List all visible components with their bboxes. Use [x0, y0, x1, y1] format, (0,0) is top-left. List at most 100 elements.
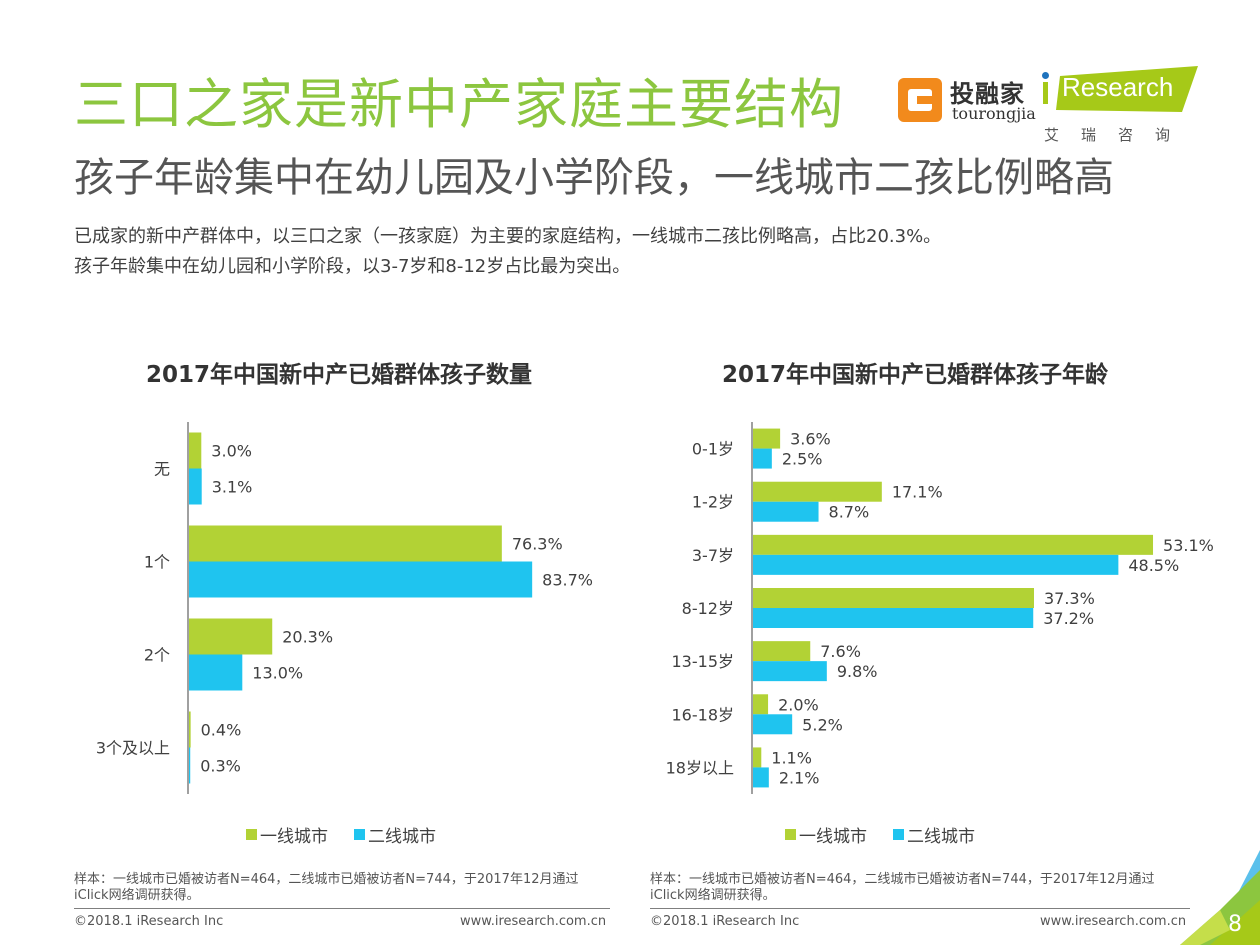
chart2-title: 2017年中国新中产已婚群体孩子年龄	[722, 362, 1109, 388]
sample-note-left: 样本：一线城市已婚被访者N=464，二线城市已婚被访者N=744，于2017年1…	[74, 872, 579, 904]
data-label: 0.3%	[200, 757, 241, 776]
legend-item-series1: 一线城市	[246, 822, 328, 847]
iresearch-logo-i-icon	[1043, 82, 1048, 104]
data-label: 20.3%	[282, 628, 333, 647]
bar-series2	[753, 661, 827, 682]
data-label: 48.5%	[1128, 556, 1179, 575]
bar-series1	[189, 711, 191, 748]
bar-series1	[753, 641, 811, 662]
data-label: 3.6%	[790, 430, 831, 449]
chart1-plot: 无 3.0% 3.1% 1个 76.3% 83.7% 2个 20.3% 13.0% 3个及以上 0.…	[96, 422, 593, 794]
bar-series1	[753, 694, 769, 715]
sample-note-right-line-2: iClick网络调研获得。	[650, 888, 776, 903]
legend-item-series2: 二线城市	[354, 822, 436, 847]
footer-divider-right	[650, 908, 1190, 909]
category-label: 2个	[144, 646, 170, 665]
copyright-right: ©2018.1 iResearch Inc	[650, 914, 800, 929]
bar-series1	[189, 432, 202, 469]
footer-divider-left	[74, 908, 610, 909]
bar-series1	[753, 534, 1154, 555]
description-line-2: 孩子年龄集中在幼儿园和小学阶段，以3-7岁和8-12岁占比最为突出。	[74, 256, 631, 277]
corner-decoration-icon	[1180, 850, 1260, 945]
legend-swatch-series1	[246, 829, 257, 840]
chart1-title: 2017年中国新中产已婚群体孩子数量	[146, 362, 533, 388]
data-label: 2.5%	[782, 450, 823, 469]
bar-series1	[189, 618, 273, 655]
sample-note-left-line-2: iClick网络调研获得。	[74, 888, 200, 903]
chart2-plot: 0-1岁 3.6%2.5% 1-2岁 17.1% 8.7% 3-7岁 53.1%48.5% 8…	[666, 422, 1214, 794]
bar-series2	[753, 554, 1119, 575]
page-title: 三口之家是新中产家庭主要结构	[74, 73, 844, 136]
data-label: 5.2%	[802, 715, 843, 734]
bar-series2	[753, 448, 772, 469]
legend-label-series1: 一线城市	[799, 827, 867, 847]
category-label: 1个	[144, 553, 170, 572]
data-label: 9.8%	[837, 662, 878, 681]
data-label: 2.1%	[779, 768, 820, 787]
bar-series1	[753, 588, 1034, 608]
bar-series1	[189, 525, 502, 562]
legend-swatch-series2	[354, 829, 365, 840]
data-label: 37.3%	[1044, 589, 1095, 608]
legend-item-series1: 一线城市	[785, 822, 867, 847]
sample-note-left-line-1: 样本：一线城市已婚被访者N=464，二线城市已婚被访者N=744，于2017年1…	[74, 872, 579, 887]
legend-label-series1: 一线城市	[260, 827, 328, 847]
tourongjia-logo-en: tourongjia	[952, 104, 1036, 123]
chart1-legend: 一线城市 二线城市	[246, 822, 462, 847]
legend-swatch-series1	[785, 829, 796, 840]
copyright-left: ©2018.1 iResearch Inc	[74, 914, 224, 929]
category-label: 16-18岁	[672, 705, 735, 724]
category-label: 无	[154, 460, 170, 479]
category-label: 0-1岁	[692, 440, 734, 459]
logo-area: 投融家 tourongjia Research 艾瑞咨询	[898, 66, 1198, 144]
data-label: 17.1%	[892, 483, 943, 502]
iresearch-logo-banner-icon	[1056, 66, 1198, 112]
sample-note-right-line-1: 样本：一线城市已婚被访者N=464，二线城市已婚被访者N=744，于2017年1…	[650, 872, 1155, 887]
legend-item-series2: 二线城市	[893, 822, 975, 847]
category-label: 3-7岁	[692, 546, 734, 565]
category-label: 13-15岁	[672, 652, 735, 671]
bar-series2	[189, 561, 533, 598]
bar-series1	[753, 747, 762, 768]
data-label: 8.7%	[829, 503, 870, 522]
sample-note-right: 样本：一线城市已婚被访者N=464，二线城市已婚被访者N=744，于2017年1…	[650, 872, 1155, 904]
data-label: 2.0%	[778, 695, 819, 714]
data-label: 37.2%	[1043, 609, 1094, 628]
bar-series2	[753, 714, 793, 735]
website-link-right[interactable]: www.iresearch.com.cn	[1040, 914, 1187, 929]
data-label: 3.1%	[212, 478, 253, 497]
legend-label-series2: 二线城市	[907, 827, 975, 847]
page-number: 8	[1228, 912, 1242, 937]
bar-series2	[189, 468, 202, 505]
bar-series2	[189, 654, 243, 691]
data-label: 3.0%	[211, 442, 252, 461]
tourongjia-logo-icon	[898, 78, 942, 122]
description: 已成家的新中产群体中，以三口之家（一孩家庭）为主要的家庭结构，一线城市二孩比例略…	[74, 222, 941, 282]
legend-label-series2: 二线城市	[368, 827, 436, 847]
data-label: 76.3%	[512, 535, 563, 554]
category-label: 8-12岁	[682, 599, 734, 618]
page-subtitle: 孩子年龄集中在幼儿园及小学阶段，一线城市二孩比例略高	[74, 155, 1114, 201]
data-label: 1.1%	[771, 748, 812, 767]
tourongjia-logo-cn: 投融家	[950, 80, 1025, 108]
category-label: 3个及以上	[96, 739, 170, 758]
iresearch-logo: Research	[1042, 66, 1198, 122]
data-label: 13.0%	[252, 664, 303, 683]
bar-series2	[753, 501, 819, 522]
category-label: 18岁以上	[666, 758, 734, 777]
data-label: 53.1%	[1163, 536, 1214, 555]
data-label: 83.7%	[542, 571, 593, 590]
bar-series1	[753, 481, 882, 502]
bar-series1	[753, 428, 781, 449]
iresearch-logo-dot-icon	[1042, 72, 1049, 79]
website-link-left[interactable]: www.iresearch.com.cn	[460, 914, 607, 929]
legend-swatch-series2	[893, 829, 904, 840]
category-label: 1-2岁	[692, 493, 734, 512]
bar-series2	[189, 747, 191, 784]
bar-series2	[753, 608, 1034, 628]
chart2-legend: 一线城市 二线城市	[785, 822, 1001, 847]
data-label: 0.4%	[201, 721, 242, 740]
iresearch-logo-text: Research	[1062, 72, 1174, 102]
data-label: 7.6%	[820, 642, 861, 661]
iresearch-logo-cn: 艾瑞咨询	[1044, 126, 1193, 144]
